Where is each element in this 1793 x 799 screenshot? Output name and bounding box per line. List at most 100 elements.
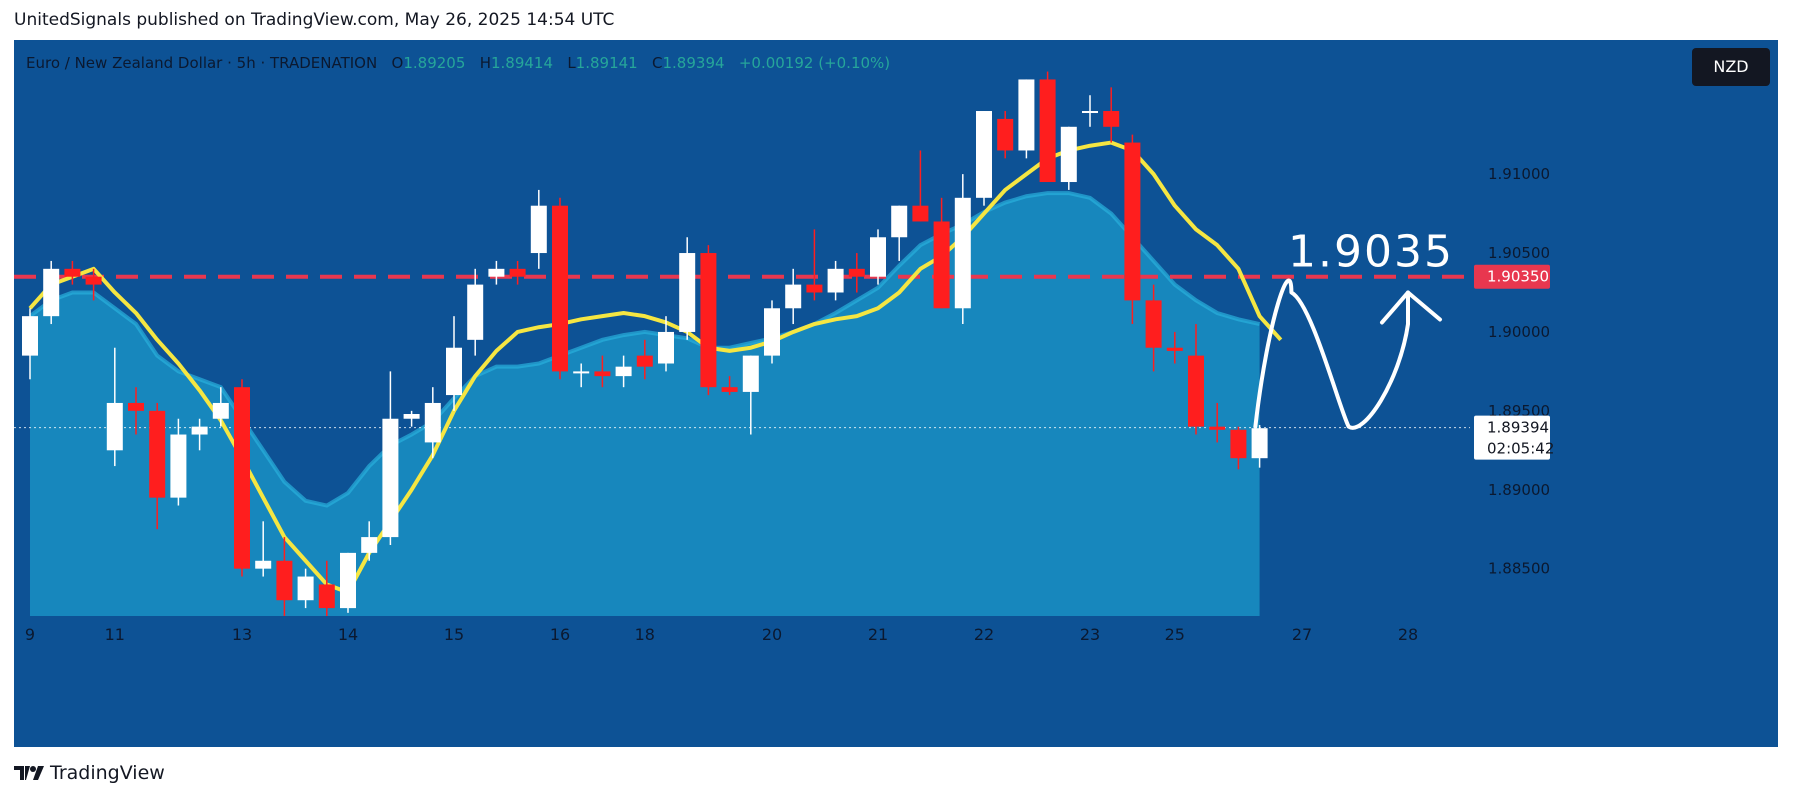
open-value: 1.89205 <box>403 54 466 72</box>
x-tick-label: 21 <box>868 625 888 644</box>
candle-body[interactable] <box>976 111 992 198</box>
candle-body[interactable] <box>721 387 738 392</box>
candle-body[interactable] <box>128 402 144 411</box>
candle-body[interactable] <box>827 268 844 293</box>
candle-body[interactable] <box>615 366 632 377</box>
candle-body[interactable] <box>85 276 102 285</box>
candle-body[interactable] <box>636 355 653 367</box>
x-tick-label: 11 <box>105 625 125 644</box>
x-tick-label: 14 <box>338 625 358 644</box>
candle-body[interactable] <box>22 316 38 356</box>
symbol-legend: Euro / New Zealand Dollar · 5h · TRADENA… <box>26 54 890 72</box>
candle-body[interactable] <box>170 434 187 498</box>
y-tick-label: 1.88500 <box>1488 560 1550 578</box>
candle-body[interactable] <box>1209 426 1226 430</box>
candle-body[interactable] <box>106 402 123 451</box>
high-label: H <box>479 54 491 72</box>
chart-area[interactable]: 1.9035 1.91000 1.90500 1.90000 1.89500 1.8900… <box>14 40 1778 747</box>
currency-badge[interactable]: NZD <box>1692 48 1770 86</box>
target-price-label: 1.90350 <box>1487 268 1549 286</box>
candle-body[interactable] <box>361 537 378 553</box>
candle-body[interactable] <box>467 284 484 340</box>
candle-body[interactable] <box>912 205 929 222</box>
candle-body[interactable] <box>446 347 462 396</box>
low-label: L <box>567 54 576 72</box>
footer-brand-text: TradingView <box>50 762 165 784</box>
candle-body[interactable] <box>1166 347 1183 351</box>
candle-body[interactable] <box>1145 300 1162 348</box>
candle-body[interactable] <box>1082 111 1098 114</box>
close-label: C <box>652 54 663 72</box>
x-tick-label: 18 <box>635 625 655 644</box>
time-axis[interactable] <box>14 616 1778 747</box>
x-tick-label: 27 <box>1292 625 1312 644</box>
y-tick-label: 1.91000 <box>1488 165 1550 183</box>
candle-body[interactable] <box>212 402 229 419</box>
candle-body[interactable] <box>1188 355 1204 427</box>
candle-body[interactable] <box>530 205 547 254</box>
x-tick-label: 28 <box>1398 625 1418 644</box>
candle-body[interactable] <box>43 268 60 317</box>
symbol-title: Euro / New Zealand Dollar · 5h · TRADENA… <box>26 54 378 72</box>
candle-body[interactable] <box>679 253 696 332</box>
candle-body[interactable] <box>382 418 399 538</box>
candle-body[interactable] <box>573 371 590 374</box>
candle-body[interactable] <box>1251 428 1268 459</box>
candle-body[interactable] <box>700 253 717 388</box>
projection-path <box>1253 278 1410 430</box>
candle-body[interactable] <box>488 268 505 277</box>
candle-body[interactable] <box>933 221 950 309</box>
candle-body[interactable] <box>276 560 293 601</box>
candle-body[interactable] <box>64 268 81 277</box>
x-tick-label: 23 <box>1080 625 1100 644</box>
close-value: 1.89394 <box>662 54 725 72</box>
band-area <box>30 193 1260 616</box>
target-price-badge <box>1474 264 1550 289</box>
candle-body[interactable] <box>594 371 611 377</box>
candle-body[interactable] <box>742 355 759 392</box>
candle-body[interactable] <box>1018 79 1035 151</box>
candle-body[interactable] <box>297 576 314 601</box>
candle-body[interactable] <box>1039 79 1056 183</box>
candle-body[interactable] <box>1060 126 1077 183</box>
high-value: 1.89414 <box>490 54 553 72</box>
x-tick-label: 13 <box>232 625 252 644</box>
candle-body[interactable] <box>340 552 356 609</box>
y-tick-label: 1.89000 <box>1488 481 1550 499</box>
x-tick-label: 16 <box>550 625 570 644</box>
candle-body[interactable] <box>403 414 420 419</box>
publisher-caption: UnitedSignals published on TradingView.c… <box>14 10 615 30</box>
candle-body[interactable] <box>1230 429 1247 459</box>
candle-body[interactable] <box>234 387 250 569</box>
candle-body[interactable] <box>1103 111 1120 127</box>
last-price-badge <box>1474 415 1550 460</box>
price-chart[interactable]: 1.9035 1.91000 1.90500 1.90000 1.89500 1.8900… <box>14 40 1778 747</box>
low-value: 1.89141 <box>575 54 638 72</box>
candle-body[interactable] <box>785 284 802 309</box>
candle-body[interactable] <box>318 584 335 609</box>
candle-body[interactable] <box>424 402 441 443</box>
candle-body[interactable] <box>658 331 674 364</box>
countdown-label: 02:05:42 <box>1487 440 1554 458</box>
candle-body[interactable] <box>552 205 568 372</box>
tradingview-logo-icon <box>14 766 44 780</box>
candle-body[interactable] <box>997 118 1014 151</box>
x-tick-label: 9 <box>25 625 35 644</box>
candle-body[interactable] <box>191 426 208 435</box>
candle-body[interactable] <box>149 410 166 498</box>
candle-body[interactable] <box>954 197 971 309</box>
x-tick-label: 20 <box>762 625 782 644</box>
candle-body[interactable] <box>848 268 865 277</box>
candle-body[interactable] <box>806 284 823 293</box>
x-tick-label: 22 <box>974 625 994 644</box>
candle-body[interactable] <box>891 205 908 238</box>
footer-brand: TradingView <box>14 762 165 784</box>
x-tick-label: 15 <box>444 625 464 644</box>
y-tick-label: 1.89500 <box>1488 402 1550 420</box>
candle-body[interactable] <box>764 308 780 356</box>
candle-body[interactable] <box>1124 142 1141 301</box>
y-tick-label: 1.90500 <box>1488 244 1550 262</box>
candle-body[interactable] <box>255 560 272 569</box>
candle-body[interactable] <box>870 237 886 277</box>
candle-body[interactable] <box>509 268 526 277</box>
